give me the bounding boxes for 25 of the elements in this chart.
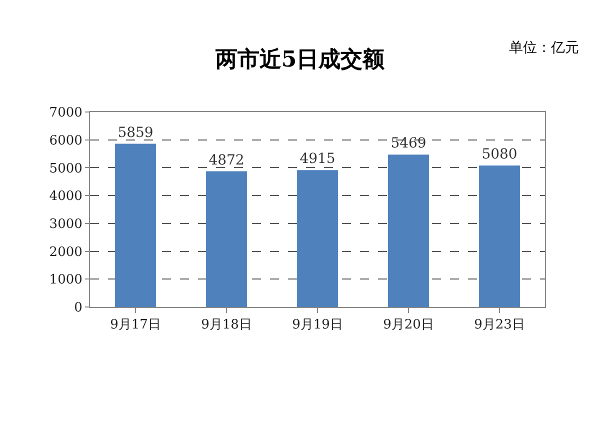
x-tick-label: 9月18日: [201, 318, 252, 333]
bar: [479, 165, 520, 307]
y-tick-label: 6000: [49, 133, 82, 148]
data-label: 5080: [482, 146, 518, 162]
x-tick-label: 9月23日: [474, 318, 525, 333]
x-tick-label: 9月20日: [383, 318, 434, 333]
data-label: 4872: [208, 152, 244, 168]
bar: [115, 144, 156, 307]
y-tick-label: 2000: [49, 244, 82, 260]
data-label: 5469: [390, 136, 426, 152]
data-label: 5859: [118, 124, 154, 141]
y-tick-label: 5000: [49, 161, 82, 176]
bar: [297, 170, 338, 307]
bar: [206, 171, 247, 307]
bar: [388, 154, 429, 307]
y-tick-label: 7000: [49, 106, 82, 121]
y-tick-label: 3000: [49, 216, 82, 232]
x-tick-label: 9月17日: [110, 318, 161, 333]
x-tick-label: 9月19日: [292, 318, 343, 333]
y-tick-label: 4000: [49, 189, 82, 204]
data-label: 4915: [300, 151, 336, 168]
text: 单位：亿元: [509, 40, 579, 56]
y-tick-label: 0: [74, 300, 82, 316]
y-tick-label: 1000: [49, 272, 82, 288]
chart-title: 两市近5日成交额: [214, 46, 386, 73]
